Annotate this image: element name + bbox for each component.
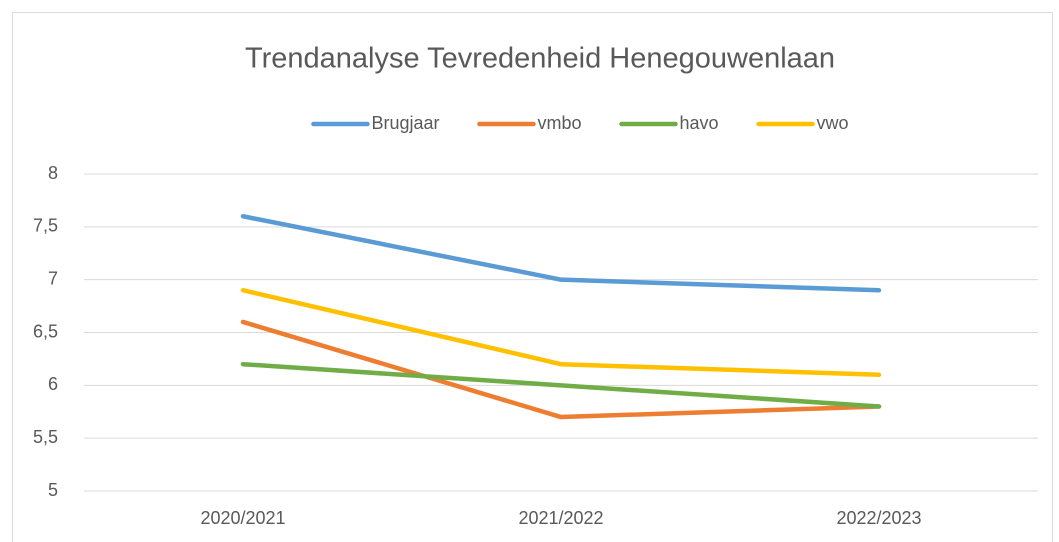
y-tick-label: 7 — [48, 268, 58, 288]
y-tick-label: 6,5 — [33, 321, 58, 341]
series-line — [240, 361, 882, 409]
legend-label: vwo — [817, 113, 849, 133]
chart-title: Trendanalyse Tevredenheid Henegouwenlaan — [245, 43, 835, 75]
legend-label: Brugjaar — [371, 113, 439, 133]
y-tick-label: 5 — [48, 480, 58, 500]
y-tick-label: 8 — [48, 163, 58, 183]
x-tick-label: 2022/2023 — [836, 508, 921, 528]
chart-border — [12, 12, 1053, 542]
legend-label: havo — [680, 113, 719, 133]
legend-label: vmbo — [537, 113, 581, 133]
y-tick-label: 6 — [48, 374, 58, 394]
y-tick-label: 5,5 — [33, 427, 58, 447]
series-line — [240, 319, 882, 420]
series-line — [240, 287, 882, 378]
series-line — [240, 214, 882, 293]
y-tick-label: 7,5 — [33, 216, 58, 236]
x-tick-label: 2021/2022 — [518, 508, 603, 528]
x-tick-label: 2020/2021 — [200, 508, 285, 528]
